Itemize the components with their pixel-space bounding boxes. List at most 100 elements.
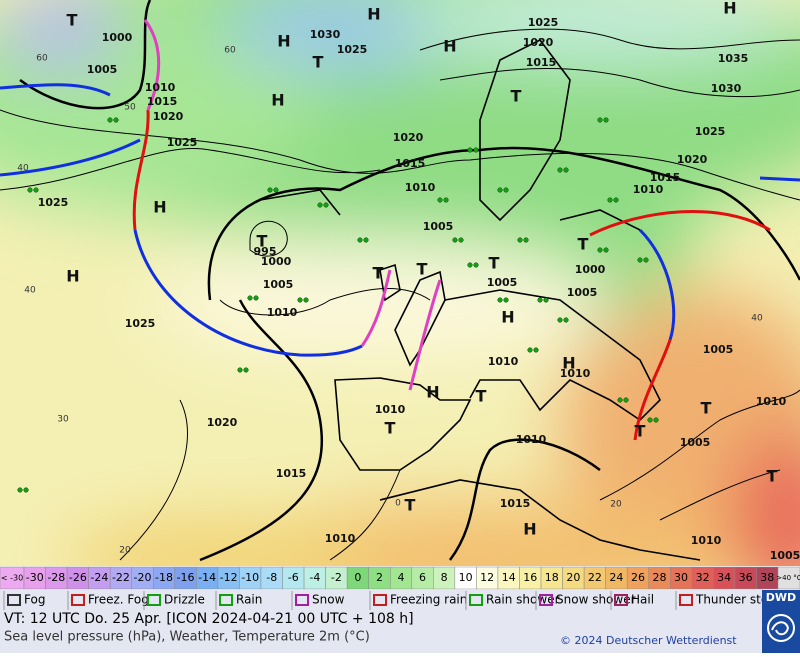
pressure-system: H [723,0,736,18]
scale-cell [777,566,800,590]
isotherm-label: 40 [17,164,29,174]
isobar-label: 1025 [528,16,559,29]
isobar-label: 1020 [153,110,184,123]
scale-label: 10 [459,571,473,584]
legend-label: Freez. Fog [88,593,149,607]
pressure-system: H [443,37,456,56]
legend-icon [614,594,628,606]
legend-icon [295,594,309,606]
scale-label: 22 [588,571,602,584]
rain-symbol [237,367,243,373]
temperature-scale: < -30 -30 -28 -26 -24 -22 -20 -18 -16 -14 -12 -10 -8… [0,566,800,590]
scale-label: 6 [419,571,426,584]
pressure-system: T [511,87,522,106]
legend-label: Hail [631,593,654,607]
rain-symbol [643,257,649,263]
scale-label: 18 [545,571,559,584]
rain-symbol [443,197,449,203]
isotherm-label: 50 [124,103,136,113]
pressure-system: T [385,419,396,438]
pressure-system: H [66,267,79,286]
legend-icon [219,594,233,606]
scale-label: -4 [309,571,320,584]
scale-label: -14 [198,571,216,584]
isobar-label: 1010 [267,306,298,319]
map: 1000100510101015102010251025103010251025… [0,0,800,566]
rain-symbol [527,347,533,353]
rain-symbol [33,187,39,193]
isobar-label: 1020 [207,416,238,429]
isobar-label: 1010 [375,403,406,416]
isobar-label: 1010 [488,355,519,368]
scale-label: 14 [502,571,516,584]
pressure-system: H [501,308,514,327]
isobar-label: 1030 [310,28,341,41]
isotherm-label: 20 [119,546,131,556]
map-description: Sea level pressure (hPa), Weather, Tempe… [4,630,370,645]
rain-symbol [437,197,443,203]
pressure-system: T [67,11,78,30]
isotherm-label: 20 [610,500,622,510]
isobar-label: 1000 [261,255,292,268]
isobar-label: 1010 [325,532,356,545]
rain-symbol [23,487,29,493]
isobar-label: 1020 [523,36,554,49]
isotherm-label: 60 [36,54,48,64]
isobar-label: 1010 [405,181,436,194]
isobar-label: 1005 [703,343,734,356]
rain-symbol [323,202,329,208]
legend-icon [373,594,387,606]
copyright: © 2024 Deutscher Wetterdienst [560,634,737,647]
scale-label: 8 [441,571,448,584]
isobar-label: 1020 [393,131,424,144]
temperature-field [0,0,800,566]
rain-symbol [243,367,249,373]
legend-label: Drizzle [164,593,205,607]
rain-symbol [473,147,479,153]
fronts [0,19,800,441]
rain-symbol [637,257,643,263]
rain-symbol [363,237,369,243]
rain-symbol [467,262,473,268]
rain-symbol [473,262,479,268]
legend-icon [7,594,21,606]
isobar-label: 1015 [147,95,178,108]
scale-label: < -30 [1,574,23,583]
isobar-label: 1005 [263,278,294,291]
isobar-label: 1015 [526,56,557,69]
scale-label: -20 [134,571,152,584]
scale-label: 30 [674,571,688,584]
pressure-system: T [405,496,416,515]
scale-label: -28 [47,571,65,584]
scale-label: -30 [26,571,44,584]
rain-symbol [557,167,563,173]
rain-symbol [597,117,603,123]
isotherm-label: 60 [224,46,236,56]
scale-label: 12 [480,571,494,584]
rain-symbol [273,187,279,193]
isobar-label: 1010 [560,367,591,380]
rain-symbol [557,317,563,323]
rain-symbol [503,297,509,303]
isobar-label: 1015 [500,497,531,510]
pressure-system: T [489,254,500,273]
legend-icon [539,594,553,606]
legend-label: Rain [236,593,262,607]
rain-symbol [617,397,623,403]
pressure-system: T [701,399,712,418]
legend-label: Snow [312,593,345,607]
pressure-system: T [417,260,428,279]
pressure-system: H [562,354,575,373]
scale-label: 32 [696,571,710,584]
rain-symbol [467,147,473,153]
scale-label: 26 [631,571,645,584]
pressure-system: T [635,422,646,441]
scale-label: 24 [609,571,623,584]
isobar-label: 1030 [711,82,742,95]
isobar-label: 1015 [650,171,681,184]
isobar-label: 1005 [770,549,800,562]
rain-symbol [267,187,273,193]
rain-symbol [253,295,259,301]
scale-label: 4 [398,571,405,584]
